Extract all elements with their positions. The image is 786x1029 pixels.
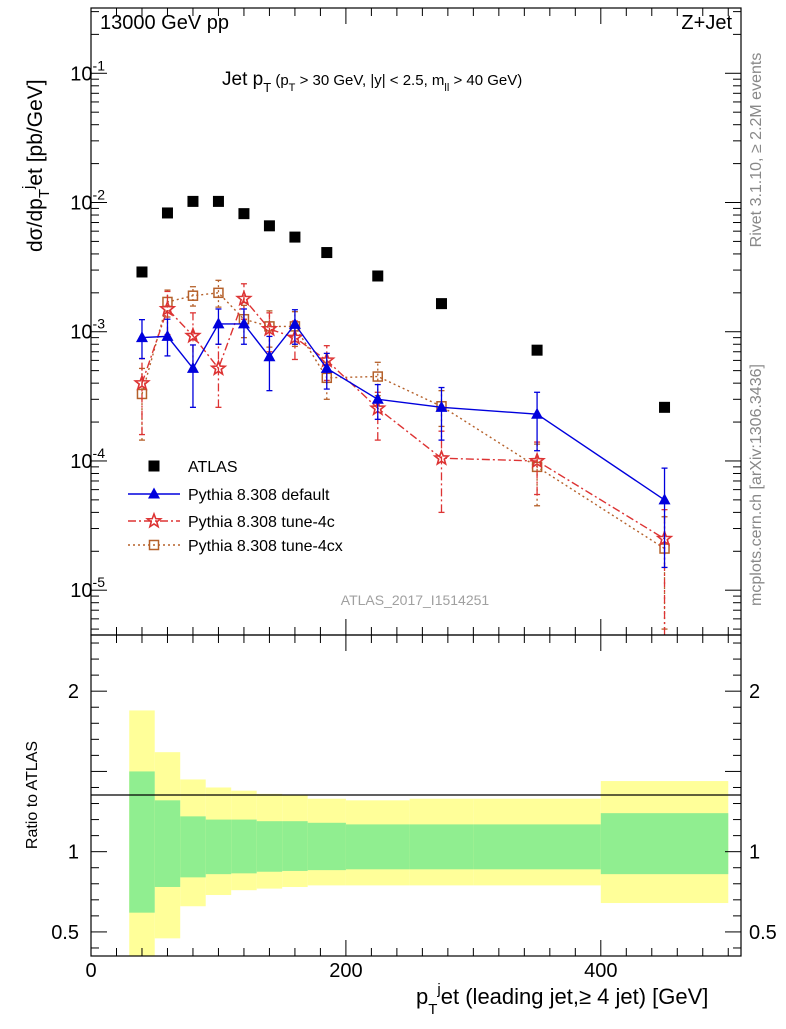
series-line bbox=[141, 323, 665, 501]
series-atlas bbox=[136, 195, 671, 413]
series-pythia-8-308-tune-4cx bbox=[136, 279, 670, 630]
ratio-band-stat bbox=[409, 824, 474, 870]
data-point bbox=[186, 361, 199, 373]
ratio-band-stat bbox=[473, 824, 601, 870]
data-point bbox=[212, 317, 225, 329]
data-point bbox=[432, 448, 451, 466]
ratio-bands bbox=[129, 710, 729, 956]
data-point bbox=[237, 317, 250, 329]
ratio-band-stat bbox=[307, 822, 346, 871]
y-tick-label: 10-4 bbox=[70, 445, 105, 473]
data-point bbox=[260, 319, 279, 337]
main-axes: 10-5 10-4 10-3 10-2 10-1 bbox=[70, 8, 741, 635]
ratio-y-tick-label: 1 bbox=[68, 842, 79, 864]
ratio-y-tick-label: 0.5 bbox=[51, 922, 79, 944]
legend-label: Pythia 8.308 tune-4c bbox=[188, 514, 335, 531]
ratio-band-stat bbox=[205, 819, 232, 875]
svg-text:Jet pT (pT > 30 GeV, |y| < 2.5: Jet pT (pT > 30 GeV, |y| < 2.5, mll > 40… bbox=[222, 69, 522, 95]
legend: ATLAS Pythia 8.308 default Pythia 8.308 tu… bbox=[128, 459, 343, 555]
data-point bbox=[372, 270, 384, 282]
data-point bbox=[161, 207, 173, 219]
main-plot-title: Jet pT (pT > 30 GeV, |y| < 2.5, mll > 40… bbox=[222, 69, 522, 95]
data-point bbox=[133, 373, 151, 391]
analysis-watermark: ATLAS_2017_I1514251 bbox=[341, 592, 490, 608]
data-point bbox=[263, 350, 276, 362]
ratio-band-stat bbox=[231, 819, 257, 874]
data-point bbox=[371, 392, 384, 404]
ratio-band-stat bbox=[345, 824, 410, 870]
data-point bbox=[321, 247, 333, 259]
mcplots-label: mcplots.cern.ch [arXiv:1306.3436] bbox=[748, 364, 765, 606]
x-tick-label: 200 bbox=[329, 960, 362, 982]
data-point bbox=[136, 266, 148, 278]
series-pythia-8-308-default bbox=[135, 308, 671, 569]
y-tick-label: 10-3 bbox=[70, 316, 105, 344]
data-point bbox=[209, 359, 228, 376]
legend-marker bbox=[148, 487, 160, 499]
data-point bbox=[238, 208, 250, 220]
data-point bbox=[212, 195, 224, 207]
ratio-frame bbox=[90, 634, 742, 957]
header-left-label: 13000 GeV pp bbox=[100, 12, 229, 34]
x-axis-title: pTjet (leading jet,≥ 4 jet) [GeV] bbox=[416, 981, 708, 1018]
ratio-band-stat bbox=[129, 771, 155, 913]
legend-marker bbox=[145, 511, 163, 529]
ratio-band-stat bbox=[180, 816, 206, 878]
legend-marker bbox=[148, 539, 160, 551]
svg-text:dσ/dpTjet [pb/GeV]: dσ/dpTjet [pb/GeV] bbox=[20, 79, 53, 252]
ratio-band-stat bbox=[256, 821, 283, 872]
x-tick-label: 0 bbox=[85, 960, 96, 982]
data-point bbox=[435, 298, 447, 310]
data-point bbox=[320, 361, 333, 373]
data-point bbox=[531, 344, 543, 356]
data-point bbox=[187, 290, 199, 301]
legend-marker bbox=[148, 460, 160, 472]
data-point bbox=[184, 326, 202, 344]
ratio-y-tick-label: 2 bbox=[68, 681, 79, 703]
data-point bbox=[161, 329, 174, 341]
data-point bbox=[289, 231, 301, 243]
ratio-y-tick-label: 0.5 bbox=[749, 922, 777, 944]
data-point bbox=[235, 289, 253, 307]
header-right-label: Z+Jet bbox=[681, 12, 732, 34]
main-series bbox=[133, 195, 674, 635]
svg-text:pTjet (leading jet,≥ 4 jet) [G: pTjet (leading jet,≥ 4 jet) [GeV] bbox=[416, 981, 708, 1018]
ratio-band-stat bbox=[154, 800, 181, 887]
y-tick-label: 10-1 bbox=[70, 57, 105, 85]
rivet-version-label: Rivet 3.1.10, ≥ 2.2M events bbox=[748, 53, 765, 248]
data-point bbox=[288, 317, 301, 329]
ratio-y-tick-label: 1 bbox=[749, 842, 760, 864]
ratio-y-tick-label: 2 bbox=[749, 681, 760, 703]
data-point bbox=[263, 220, 275, 232]
legend-label: ATLAS bbox=[188, 459, 238, 476]
legend-label: Pythia 8.308 default bbox=[188, 487, 330, 504]
data-point bbox=[187, 195, 199, 207]
data-point bbox=[372, 371, 384, 382]
ratio-band-stat bbox=[600, 813, 729, 875]
data-point bbox=[435, 400, 448, 412]
series-line bbox=[141, 292, 665, 550]
data-point bbox=[158, 299, 177, 317]
x-tick-label: 400 bbox=[584, 960, 617, 982]
data-point bbox=[531, 407, 544, 419]
main-y-axis-title: dσ/dpTjet [pb/GeV] bbox=[20, 79, 53, 252]
data-point bbox=[659, 401, 671, 413]
ratio-y-axis-title: Ratio to ATLAS bbox=[24, 741, 41, 849]
series-line bbox=[141, 297, 665, 540]
data-point bbox=[658, 493, 671, 505]
y-tick-label: 10-2 bbox=[70, 187, 105, 215]
data-point bbox=[528, 451, 546, 469]
ratio-band-stat bbox=[282, 821, 308, 871]
data-point bbox=[213, 287, 224, 299]
legend-label: Pythia 8.308 tune-4cx bbox=[188, 538, 343, 555]
y-tick-label: 10-5 bbox=[70, 574, 105, 602]
data-point bbox=[135, 331, 148, 343]
